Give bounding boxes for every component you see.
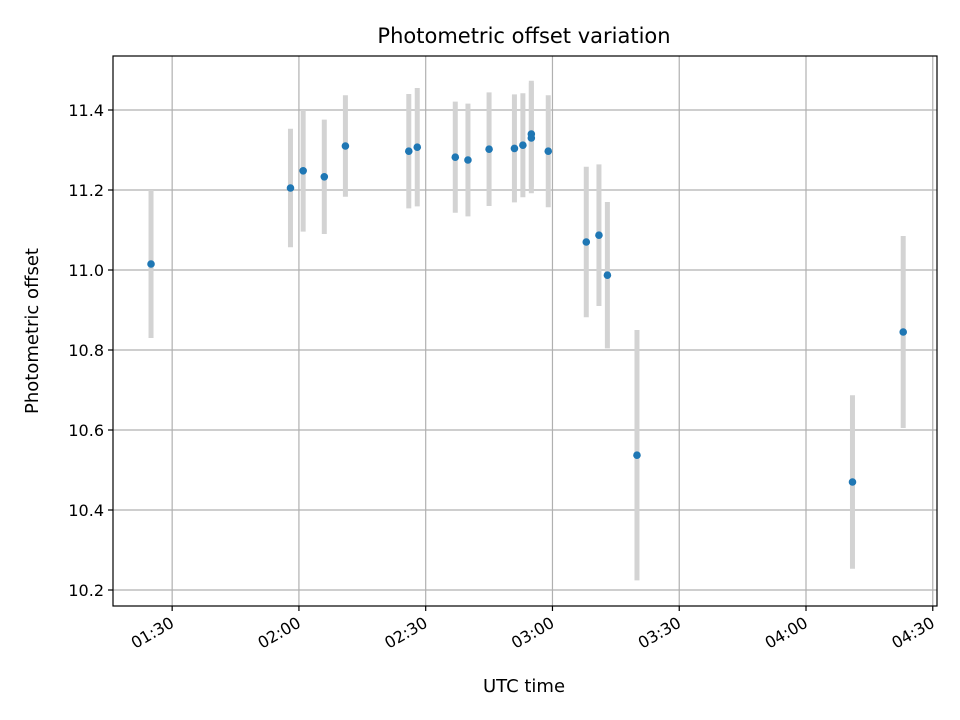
y-tick-label: 11.0 [68, 261, 104, 280]
data-point [413, 143, 422, 151]
data-point [519, 141, 527, 149]
data-point [147, 260, 155, 268]
data-point [286, 184, 295, 192]
data-point [848, 478, 857, 486]
data-point [451, 153, 460, 161]
data-point [582, 238, 591, 246]
data-point [633, 451, 641, 460]
data-point [603, 271, 612, 280]
data-point [320, 173, 329, 181]
data-point [464, 156, 472, 164]
y-tick-label: 11.2 [68, 181, 104, 200]
plot-frame [112, 55, 938, 607]
data-point [595, 231, 603, 239]
data-point [510, 144, 519, 153]
data-point [341, 142, 350, 150]
data-points [147, 130, 907, 486]
y-axis-ticks: 10.2 10.4 10.6 10.8 11.0 11.2 11.4 [68, 101, 113, 600]
chart-title: Photometric offset variation [377, 24, 670, 48]
y-tick-label: 10.2 [68, 581, 104, 600]
y-tick-label: 10.8 [68, 341, 104, 360]
x-axis-label: UTC time [483, 676, 565, 697]
y-tick-label: 10.4 [68, 501, 104, 520]
data-point [299, 167, 307, 175]
data-point [899, 328, 907, 336]
data-point [544, 147, 553, 155]
data-point [527, 134, 536, 142]
y-tick-label: 11.4 [68, 101, 104, 120]
y-tick-label: 10.6 [68, 421, 104, 440]
data-point [404, 147, 413, 155]
data-point [485, 145, 493, 153]
y-axis-label: Photometric offset [22, 248, 43, 414]
